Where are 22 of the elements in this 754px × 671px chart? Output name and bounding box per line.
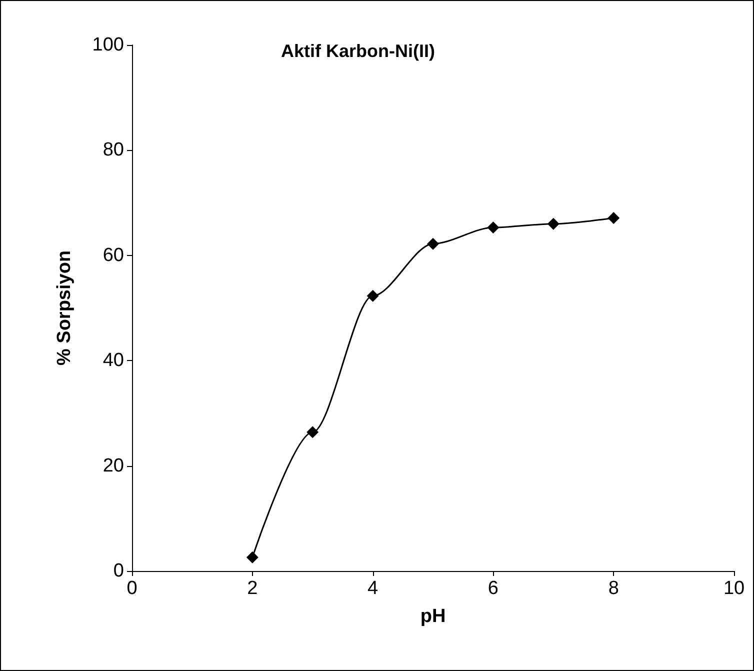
point xyxy=(306,426,319,438)
y-axis-title: % Sorpsiyon xyxy=(54,250,75,366)
x-tick-label: 0 xyxy=(126,578,138,599)
x-tick-label: 4 xyxy=(368,578,379,599)
chart-title: Aktif Karbon-Ni(II) xyxy=(281,41,435,61)
y-tick-label: 100 xyxy=(92,34,124,56)
point xyxy=(547,218,560,230)
x-tick-label: 8 xyxy=(608,578,619,599)
x-tick-label: 6 xyxy=(488,578,498,599)
point xyxy=(246,551,258,564)
point xyxy=(427,238,439,250)
y-tick-label: 60 xyxy=(102,244,124,266)
point xyxy=(608,212,620,224)
point xyxy=(487,222,500,234)
x-axis-title: pH xyxy=(420,606,446,627)
y-tick-label: 0 xyxy=(113,560,124,582)
x-tick-label: 10 xyxy=(723,578,745,599)
y-tick-label: 20 xyxy=(102,455,124,476)
y-tick-label: 40 xyxy=(102,350,124,372)
x-tick-label: 2 xyxy=(247,578,258,599)
point xyxy=(366,290,379,302)
y-tick-label: 80 xyxy=(102,140,124,161)
